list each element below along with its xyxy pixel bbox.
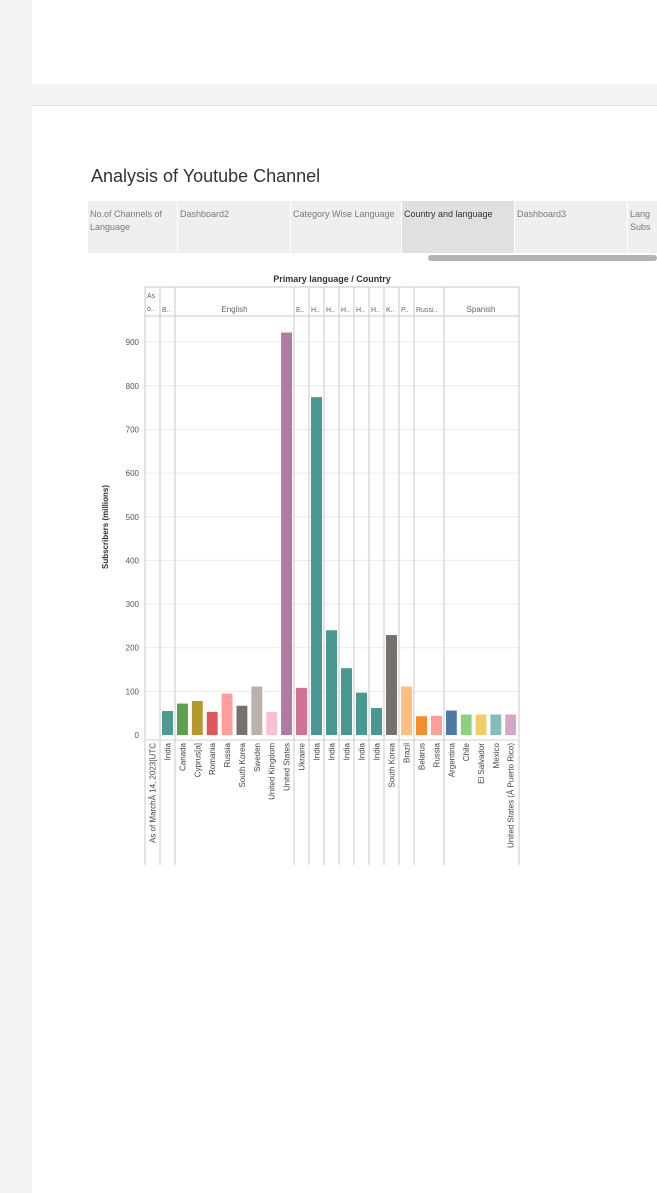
bar: [371, 707, 382, 735]
bar: [446, 710, 457, 735]
group-header-label: H..: [371, 307, 380, 314]
bar: [386, 635, 397, 735]
tab-label: Lang Subs: [630, 209, 651, 232]
tab-dashboard2[interactable]: Dashboard2: [178, 201, 290, 253]
bar: [416, 716, 427, 735]
tab-label: Dashboard3: [517, 209, 567, 219]
top-bar: [32, 0, 657, 85]
tab-label: Category Wise Language: [293, 209, 395, 219]
bar: [475, 714, 487, 735]
group-header-label: o..: [147, 306, 155, 313]
dashboard-tabs: No.of Channels of Language Dashboard2 Ca…: [88, 201, 657, 253]
dashboard-title: Analysis of Youtube Channel: [91, 166, 321, 186]
x-tick-label: South Korea: [388, 742, 397, 787]
y-tick-label: 900: [126, 338, 140, 347]
bar: [311, 397, 322, 735]
bar: [401, 686, 412, 735]
bar: [296, 687, 307, 735]
y-tick-label: 100: [126, 687, 140, 696]
x-tick-label: United States (Â Puerto Rico): [507, 743, 516, 848]
x-tick-label: United States: [283, 743, 292, 791]
bar: [221, 693, 233, 735]
group-header-label: E..: [296, 307, 305, 314]
group-header-label: Russi..: [416, 307, 437, 314]
x-tick-label: India: [358, 742, 367, 760]
group-header-label: B..: [162, 307, 171, 314]
bar: [236, 705, 248, 735]
toolbar-divider: [32, 84, 657, 106]
x-tick-label: India: [328, 742, 337, 760]
tab-dashboard3[interactable]: Dashboard3: [515, 201, 627, 253]
x-tick-label: Russia: [433, 742, 442, 767]
x-tick-label: United Kingdom: [268, 743, 277, 800]
group-header-label: K..: [386, 307, 395, 314]
bar: [206, 711, 218, 735]
bar: [251, 686, 263, 735]
bar: [490, 714, 502, 735]
y-tick-label: 700: [126, 425, 140, 434]
tab-no-of-channels[interactable]: No.of Channels of Language: [88, 201, 177, 253]
bar: [177, 703, 188, 735]
bar: [460, 714, 472, 735]
x-tick-label: India: [164, 742, 173, 760]
y-tick-label: 600: [126, 469, 140, 478]
x-tick-label: India: [313, 742, 322, 760]
group-header-label: Spanish: [467, 305, 496, 314]
group-header-label: H..: [341, 307, 350, 314]
x-tick-label: Cyprus[a]: [193, 743, 202, 777]
group-header-label: P..: [401, 307, 409, 314]
x-tick-label: Russia: [223, 742, 232, 767]
x-tick-label: India: [343, 742, 352, 760]
x-tick-label: Chile: [462, 742, 471, 761]
x-tick-label: As of MarchÂ 14, 2023[UTC: [149, 743, 158, 843]
y-tick-label: 300: [126, 600, 140, 609]
bar: [505, 714, 516, 735]
bar: [356, 692, 367, 735]
bar: [191, 700, 203, 735]
tab-label: Dashboard2: [180, 209, 230, 219]
tab-lang-subs[interactable]: Lang Subs: [628, 201, 657, 253]
x-tick-label: South Korea: [238, 742, 247, 787]
group-header-label: English: [221, 305, 247, 314]
bar: [326, 630, 337, 735]
bar: [281, 332, 292, 735]
group-header-label: H..: [356, 307, 365, 314]
x-tick-label: India: [373, 742, 382, 760]
tab-label: No.of Channels of Language: [90, 209, 163, 232]
x-tick-label: El Salvador: [477, 743, 486, 784]
group-header-label: H..: [311, 307, 320, 314]
bar: [341, 668, 352, 735]
group-header-label: As: [147, 293, 156, 300]
bar: [431, 715, 442, 735]
bar: [266, 711, 278, 735]
y-tick-label: 400: [126, 556, 140, 565]
tab-category-wise-language[interactable]: Category Wise Language: [291, 201, 401, 253]
group-header-label: H..: [326, 307, 335, 314]
x-tick-label: Brazil: [403, 743, 412, 763]
y-tick-label: 500: [126, 513, 140, 522]
x-tick-label: Mexico: [492, 742, 501, 768]
y-tick-label: 0: [135, 731, 140, 740]
y-tick-label: 800: [126, 382, 140, 391]
x-tick-label: Ukraine: [298, 742, 307, 770]
tab-label: Country and language: [404, 209, 493, 219]
bar: [162, 710, 173, 735]
chart-title: Primary language / Country: [273, 274, 391, 284]
tabs-scrollbar[interactable]: [428, 255, 657, 261]
x-tick-label: Belarus: [418, 743, 427, 770]
tab-country-and-language[interactable]: Country and language: [402, 201, 514, 253]
y-axis-label: Subscribers (millions): [101, 485, 110, 569]
x-tick-label: Canada: [178, 742, 187, 771]
x-tick-label: Argentina: [447, 742, 456, 777]
x-tick-label: Romania: [208, 742, 217, 775]
y-tick-label: 200: [126, 644, 140, 653]
x-tick-label: Sweden: [253, 743, 262, 772]
